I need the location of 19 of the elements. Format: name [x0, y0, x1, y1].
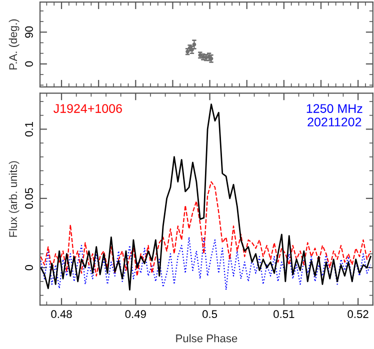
line-series [40, 236, 372, 290]
annotation: 1250 MHz 20211202 [306, 104, 362, 126]
y-tick-label: 0 [25, 61, 33, 67]
x-axis-title: Pulse Phase [176, 334, 238, 342]
x-tick-label: 0.52 [348, 310, 368, 318]
y-tick-label: 0.05 [25, 188, 33, 209]
x-tick-label: 0.5 [202, 310, 218, 318]
line-series [40, 181, 372, 277]
x-tick-label: 0.48 [51, 310, 72, 318]
point [192, 42, 196, 46]
annotation: J1924+1006 [54, 104, 122, 113]
x-tick-label: 0.51 [274, 310, 294, 318]
line-series [40, 104, 372, 290]
y-tick-label: 0.1 [25, 122, 33, 136]
x-tick-label: 0.49 [125, 310, 146, 318]
y-tick-label: 0 [25, 264, 33, 270]
y-tick-label: 90 [25, 26, 33, 38]
y-axis-title: P.A. (deg.) [8, 19, 20, 70]
y-axis-title: Flux (arb. units) [8, 161, 20, 237]
